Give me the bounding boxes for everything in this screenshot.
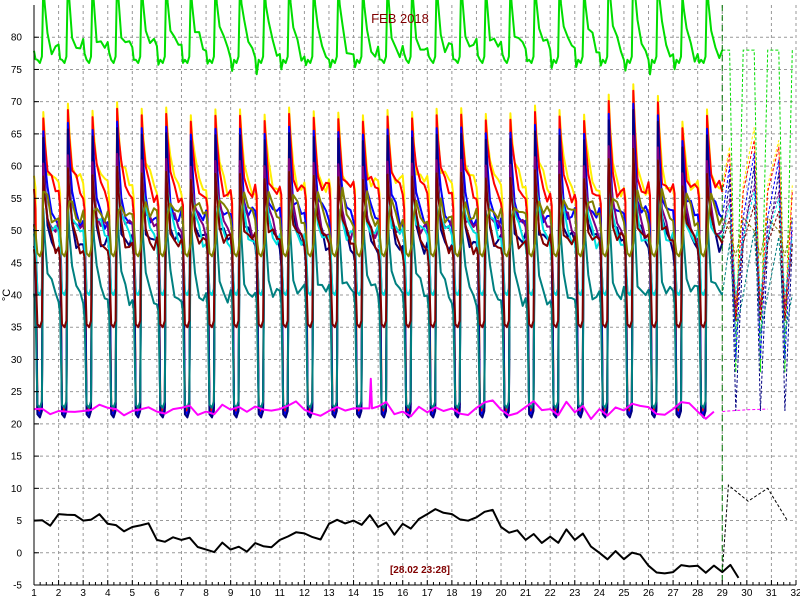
timestamp-label: [28.02 23:28] xyxy=(390,565,450,576)
y-tick-label: 55 xyxy=(11,194,23,205)
y-tick-label: 15 xyxy=(11,452,23,463)
x-tick-label: 24 xyxy=(594,588,606,599)
series-line xyxy=(33,0,724,76)
x-tick-label: 17 xyxy=(422,588,434,599)
axes: 1 2 3 4 5 6 7 8 9 10 11 12 13 14 15 16 17 18 19 20 21 22 23 24 2… xyxy=(11,5,800,599)
series-forecast-line xyxy=(722,408,768,413)
chart-title: FEB 2018 xyxy=(371,11,429,26)
x-tick-label: 4 xyxy=(105,588,111,599)
series-lines xyxy=(33,0,793,579)
series-forecast-line xyxy=(721,484,788,573)
x-tick-label: 23 xyxy=(569,588,581,599)
series-line xyxy=(33,186,724,258)
y-tick-label: 80 xyxy=(11,33,23,44)
series-line xyxy=(33,147,724,329)
y-tick-label: -5 xyxy=(13,581,22,592)
y-tick-label: 0 xyxy=(16,548,22,559)
x-tick-label: 9 xyxy=(228,588,234,599)
y-tick-label: 60 xyxy=(11,162,23,173)
x-tick-label: 19 xyxy=(471,588,483,599)
x-tick-label: 13 xyxy=(323,588,335,599)
x-tick-label: 25 xyxy=(618,588,630,599)
y-tick-label: 75 xyxy=(11,65,23,76)
x-tick-label: 14 xyxy=(348,588,360,599)
y-tick-label: 70 xyxy=(11,97,23,108)
x-tick-label: 6 xyxy=(154,588,160,599)
series-line xyxy=(33,179,724,409)
y-tick-label: 45 xyxy=(11,258,23,269)
series-forecast-line xyxy=(721,230,793,334)
x-tick-label: 27 xyxy=(668,588,680,599)
x-tick-label: 30 xyxy=(741,588,753,599)
series-forecast-line xyxy=(721,140,793,321)
x-tick-label: 15 xyxy=(373,588,385,599)
x-tick-label: 2 xyxy=(56,588,62,599)
x-tick-label: 7 xyxy=(179,588,185,599)
series-forecast-line xyxy=(721,153,793,360)
y-tick-label: 5 xyxy=(16,516,22,527)
x-tick-label: 10 xyxy=(250,588,262,599)
y-tick-label: 65 xyxy=(11,129,23,140)
x-tick-label: 22 xyxy=(545,588,557,599)
x-tick-label: 18 xyxy=(446,588,458,599)
y-tick-label: 10 xyxy=(11,484,23,495)
x-tick-label: 5 xyxy=(130,588,136,599)
x-tick-label: 16 xyxy=(397,588,409,599)
y-tick-label: 25 xyxy=(11,387,23,398)
x-tick-label: 29 xyxy=(717,588,729,599)
x-tick-label: 31 xyxy=(766,588,778,599)
x-tick-label: 20 xyxy=(495,588,507,599)
x-tick-label: 8 xyxy=(203,588,209,599)
x-tick-label: 21 xyxy=(520,588,532,599)
series-line xyxy=(33,377,715,420)
y-tick-label: 30 xyxy=(11,355,23,366)
series-forecast-line xyxy=(721,204,793,321)
y-tick-label: 40 xyxy=(11,291,23,302)
x-tick-label: 1 xyxy=(31,588,37,599)
series-line xyxy=(33,508,740,579)
x-tick-label: 11 xyxy=(275,588,286,599)
x-tick-label: 3 xyxy=(80,588,86,599)
x-tick-label: 12 xyxy=(299,588,311,599)
series-forecast-line xyxy=(721,216,793,257)
y-tick-label: 35 xyxy=(11,323,23,334)
x-tick-label: 32 xyxy=(790,588,800,599)
x-tick-label: 28 xyxy=(692,588,704,599)
y-tick-label: 50 xyxy=(11,226,23,237)
y-axis-label: °C xyxy=(1,289,13,301)
y-tick-label: 20 xyxy=(11,419,23,430)
x-tick-label: 26 xyxy=(643,588,655,599)
